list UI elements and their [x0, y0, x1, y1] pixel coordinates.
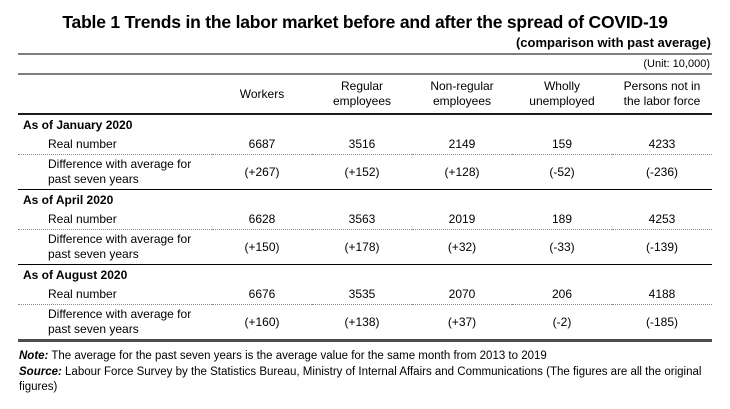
row-label: Difference with average for past seven y…: [18, 229, 212, 265]
value-cell: 3563: [312, 210, 412, 230]
value-cell: 2019: [412, 210, 512, 230]
column-header-workers: Workers: [212, 74, 312, 115]
value-cell: 2070: [412, 285, 512, 305]
table-row-difference: Difference with average for past seven y…: [18, 305, 712, 341]
document-page: Table 1 Trends in the labor market befor…: [18, 12, 712, 396]
top-divider: [18, 53, 712, 55]
row-label: Difference with average for past seven y…: [48, 307, 192, 336]
value-cell: (-33): [512, 229, 612, 265]
period-label: As of April 2020: [23, 193, 114, 207]
value-cell: 2149: [412, 135, 512, 155]
table-row-difference: Difference with average for past seven y…: [18, 229, 712, 265]
note-line: Note: The average for the past seven yea…: [19, 349, 712, 365]
period-row-august-2020: As of August 2020: [18, 265, 712, 286]
period-label: As of January 2020: [23, 118, 133, 132]
value-cell: (+160): [244, 314, 280, 329]
unit-label: (Unit: 10,000): [643, 58, 710, 70]
value-cell: 3535: [312, 285, 412, 305]
value-cell: (+32): [412, 229, 512, 265]
column-header-row: Workers Regular employees Non-regular em…: [18, 74, 712, 115]
value-cell: (-2): [552, 314, 572, 329]
note-text: The average for the past seven years is …: [48, 350, 547, 362]
column-header-wholly-unemployed: Wholly unemployed: [512, 74, 612, 115]
footnotes: Note: The average for the past seven yea…: [18, 349, 712, 396]
value-cell: (+150): [212, 229, 312, 265]
column-header-not-in-labor-force: Persons not in the labor force: [612, 74, 712, 115]
value-cell: 6628: [212, 210, 312, 230]
row-label: Real number: [18, 210, 212, 230]
value-cell: 159: [512, 135, 612, 155]
table-row-real-number: Real number 6676 3535 2070 206 4188: [18, 285, 712, 305]
table-subtitle: (comparison with past average): [515, 35, 711, 50]
labor-market-table: Workers Regular employees Non-regular em…: [18, 73, 712, 342]
row-label: Real number: [18, 285, 212, 305]
period-row-april-2020: As of April 2020: [18, 190, 712, 211]
value-cell: 6676: [212, 285, 312, 305]
corner-cell: [18, 74, 212, 115]
column-header-regular-employees: Regular employees: [312, 74, 412, 115]
table-row-difference: Difference with average for past seven y…: [18, 154, 712, 190]
period-label: As of August 2020: [23, 268, 128, 282]
value-cell: (+128): [412, 154, 512, 190]
value-cell: 3516: [312, 135, 412, 155]
source-line: Source: Labour Force Survey by the Stati…: [19, 365, 712, 396]
table-row-real-number: Real number 6687 3516 2149 159 4233: [18, 135, 712, 155]
value-cell: (-236): [612, 154, 712, 190]
value-cell: (+267): [212, 154, 312, 190]
value-cell: 189: [512, 210, 612, 230]
value-cell: (+178): [312, 229, 412, 265]
table-title: Table 1 Trends in the labor market befor…: [62, 12, 668, 32]
value-cell: 4233: [612, 135, 712, 155]
value-cell: 4253: [612, 210, 712, 230]
value-cell: (-185): [645, 314, 678, 329]
row-label: Real number: [18, 135, 212, 155]
value-cell: (+152): [312, 154, 412, 190]
note-label: Note:: [19, 350, 49, 362]
table-row-real-number: Real number 6628 3563 2019 189 4253: [18, 210, 712, 230]
value-cell: (-52): [512, 154, 612, 190]
value-cell: (-139): [612, 229, 712, 265]
source-text: Labour Force Survey by the Statistics Bu…: [19, 365, 702, 394]
source-label: Source:: [19, 365, 62, 378]
value-cell: (+138): [344, 314, 380, 329]
period-row-january-2020: As of January 2020: [18, 114, 712, 135]
value-cell: 4188: [612, 285, 712, 305]
row-label: Difference with average for past seven y…: [18, 154, 212, 190]
column-header-non-regular-employees: Non-regular employees: [412, 74, 512, 115]
value-cell: (+37): [447, 314, 477, 329]
value-cell: 206: [512, 285, 612, 305]
value-cell: 6687: [212, 135, 312, 155]
